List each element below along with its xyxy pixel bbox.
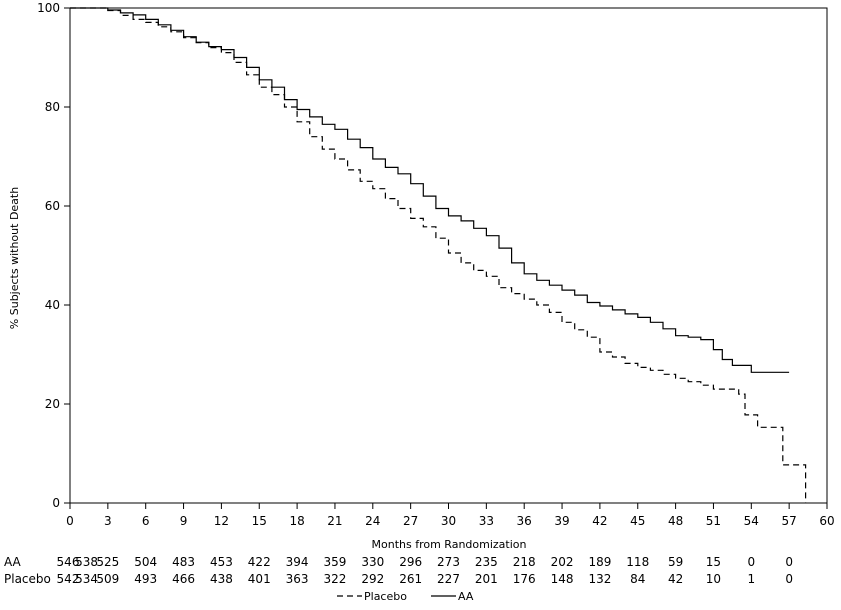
x-tick-label: 27 xyxy=(403,514,418,528)
at-risk-value: 148 xyxy=(551,572,574,586)
at-risk-value: 0 xyxy=(785,555,793,569)
x-tick-label: 57 xyxy=(782,514,797,528)
at-risk-value: 438 xyxy=(210,572,233,586)
at-risk-row-label: AA xyxy=(4,555,22,569)
at-risk-value: 546 xyxy=(57,555,80,569)
at-risk-value: 59 xyxy=(668,555,683,569)
y-axis-title: % Subjects without Death xyxy=(8,187,21,329)
at-risk-value: 493 xyxy=(134,572,157,586)
x-tick-label: 30 xyxy=(441,514,456,528)
x-tick-label: 18 xyxy=(289,514,304,528)
y-tick-label: 0 xyxy=(52,496,60,510)
at-risk-value: 509 xyxy=(96,572,119,586)
at-risk-value: 118 xyxy=(626,555,649,569)
at-risk-value: 132 xyxy=(588,572,611,586)
y-tick-label: 20 xyxy=(45,397,60,411)
x-tick-label: 33 xyxy=(479,514,494,528)
at-risk-value: 525 xyxy=(96,555,119,569)
at-risk-value: 542 xyxy=(57,572,80,586)
plot-frame xyxy=(69,7,828,504)
x-tick-label: 60 xyxy=(819,514,834,528)
at-risk-value: 453 xyxy=(210,555,233,569)
x-tick-label: 24 xyxy=(365,514,380,528)
at-risk-value: 363 xyxy=(286,572,309,586)
x-tick-label: 54 xyxy=(744,514,759,528)
series-line-placebo xyxy=(70,7,807,503)
legend-label-placebo: Placebo xyxy=(364,590,407,603)
at-risk-value: 466 xyxy=(172,572,195,586)
x-tick-label: 9 xyxy=(180,514,188,528)
legend: Placebo AA xyxy=(337,590,474,603)
y-tick-label: 60 xyxy=(45,199,60,213)
at-risk-value: 218 xyxy=(513,555,536,569)
x-tick-label: 12 xyxy=(214,514,229,528)
y-tick-label: 40 xyxy=(45,298,60,312)
x-tick-label: 45 xyxy=(630,514,645,528)
x-tick-label: 42 xyxy=(592,514,607,528)
x-tick-label: 0 xyxy=(66,514,74,528)
at-risk-value: 201 xyxy=(475,572,498,586)
legend-label-aa: AA xyxy=(458,590,474,603)
at-risk-value: 0 xyxy=(785,572,793,586)
at-risk-value: 422 xyxy=(248,555,271,569)
y-tick-label: 100 xyxy=(37,1,60,15)
at-risk-value: 359 xyxy=(323,555,346,569)
at-risk-value: 0 xyxy=(747,555,755,569)
at-risk-value: 15 xyxy=(706,555,721,569)
at-risk-value: 84 xyxy=(630,572,645,586)
at-risk-value: 10 xyxy=(706,572,721,586)
at-risk-value: 394 xyxy=(286,555,309,569)
at-risk-value: 202 xyxy=(551,555,574,569)
x-tick-label: 48 xyxy=(668,514,683,528)
at-risk-row-label: Placebo xyxy=(4,572,51,586)
at-risk-value: 504 xyxy=(134,555,157,569)
at-risk-value: 176 xyxy=(513,572,536,586)
x-axis-title: Months from Randomization xyxy=(372,538,527,551)
at-risk-value: 292 xyxy=(361,572,384,586)
at-risk-value: 227 xyxy=(437,572,460,586)
at-risk-value: 296 xyxy=(399,555,422,569)
x-tick-label: 51 xyxy=(706,514,721,528)
x-tick-label: 36 xyxy=(517,514,532,528)
x-tick-label: 15 xyxy=(252,514,267,528)
x-tick-label: 6 xyxy=(142,514,150,528)
at-risk-value: 1 xyxy=(747,572,755,586)
at-risk-value: 235 xyxy=(475,555,498,569)
x-tick-label: 3 xyxy=(104,514,112,528)
x-tick-label: 39 xyxy=(554,514,569,528)
at-risk-value: 538 xyxy=(75,555,98,569)
at-risk-value: 330 xyxy=(361,555,384,569)
series-line-aa xyxy=(70,7,790,373)
y-tick-label: 80 xyxy=(45,100,60,114)
at-risk-value: 483 xyxy=(172,555,195,569)
at-risk-value: 401 xyxy=(248,572,271,586)
x-tick-label: 21 xyxy=(327,514,342,528)
at-risk-value: 42 xyxy=(668,572,683,586)
at-risk-value: 534 xyxy=(75,572,98,586)
at-risk-value: 261 xyxy=(399,572,422,586)
at-risk-value: 189 xyxy=(588,555,611,569)
at-risk-value: 273 xyxy=(437,555,460,569)
at-risk-value: 322 xyxy=(323,572,346,586)
